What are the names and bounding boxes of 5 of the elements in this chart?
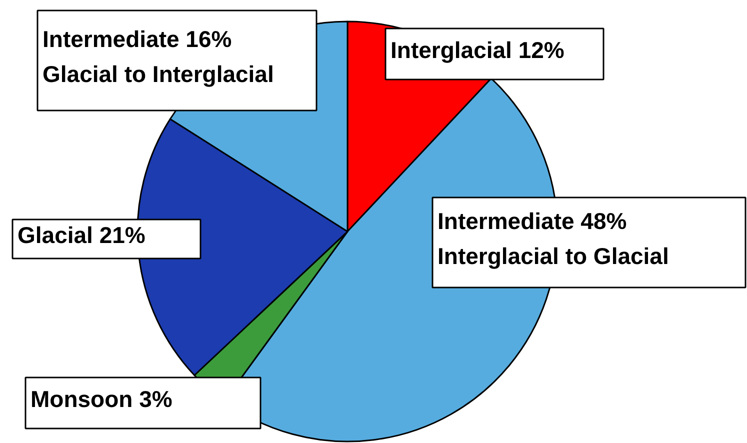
slice-label: Intermediate 16% Glacial to Interglacial xyxy=(42,26,274,88)
slice-label: Intermediate 48% Interglacial to Glacial xyxy=(438,208,669,270)
slice-label: Interglacial 12% xyxy=(390,37,564,63)
slice-label: Monsoon 3% xyxy=(30,386,172,412)
slice-label: Glacial 21% xyxy=(18,222,146,248)
